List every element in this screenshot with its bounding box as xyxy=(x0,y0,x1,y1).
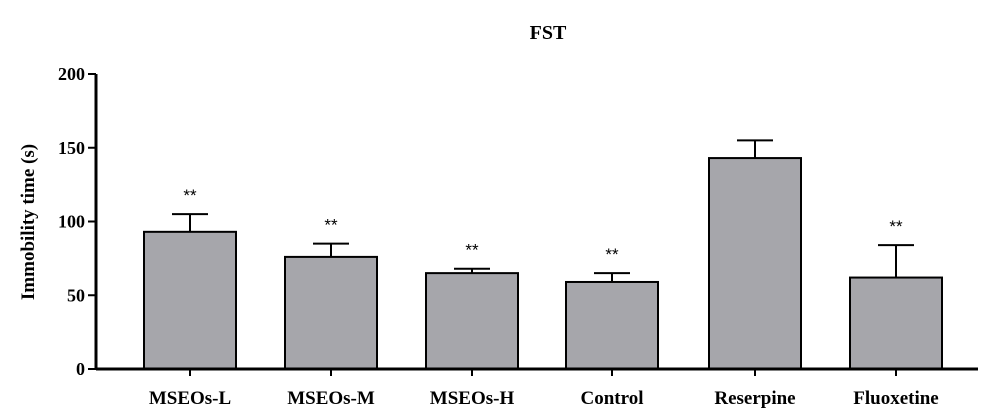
significance-label: ** xyxy=(465,241,479,260)
axes-group: MSEOs-L MSEOs-M MSEOs-H Control Reserpine Flu… xyxy=(58,64,978,409)
y-tick-label: 50 xyxy=(67,285,85,305)
bar-mseos-m xyxy=(284,255,378,370)
significance-label: ** xyxy=(183,186,197,205)
significance-label: ** xyxy=(889,217,903,236)
bar-reserpine xyxy=(708,157,802,370)
x-tick-label: Reserpine xyxy=(714,388,795,409)
x-tick-label: Control xyxy=(581,388,644,409)
y-tick-label: 100 xyxy=(58,212,85,232)
x-tick-label: MSEOs-M xyxy=(287,388,375,409)
significance-label: ** xyxy=(324,216,338,235)
bar-mseos-h xyxy=(425,272,519,370)
y-tick-label: 150 xyxy=(58,138,85,158)
bar-fluoxetine xyxy=(849,276,943,370)
x-tick-label: MSEOs-H xyxy=(430,388,515,409)
bar-mseos-l xyxy=(143,230,237,370)
x-tick-label: Fluoxetine xyxy=(853,388,939,409)
significance-label: ** xyxy=(605,245,619,264)
y-tick-label: 200 xyxy=(58,64,85,84)
x-tick-label: MSEOs-L xyxy=(149,388,231,409)
bar-control xyxy=(565,280,659,371)
y-tick-label: 0 xyxy=(76,359,85,379)
y-axis-label: Immobility time (s) xyxy=(18,144,39,300)
chart-title: FST xyxy=(530,22,567,44)
bars-group: ** ** ** ** ** xyxy=(143,139,943,371)
